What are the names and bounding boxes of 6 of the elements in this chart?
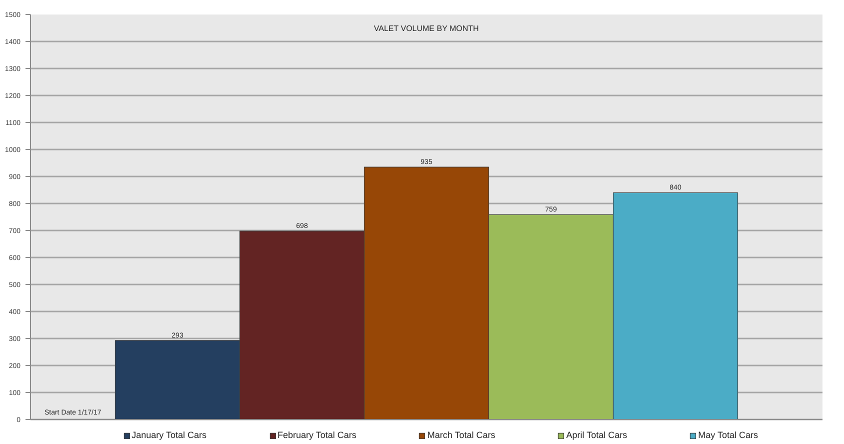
legend-label: May Total Cars — [698, 430, 758, 440]
legend-label: March Total Cars — [427, 430, 496, 440]
legend-label: February Total Cars — [278, 430, 356, 440]
text: VALET VOLUME BY MONTH — [374, 24, 480, 34]
legend-label: January Total Cars — [132, 430, 207, 440]
legend-label: April Total Cars — [566, 430, 628, 440]
